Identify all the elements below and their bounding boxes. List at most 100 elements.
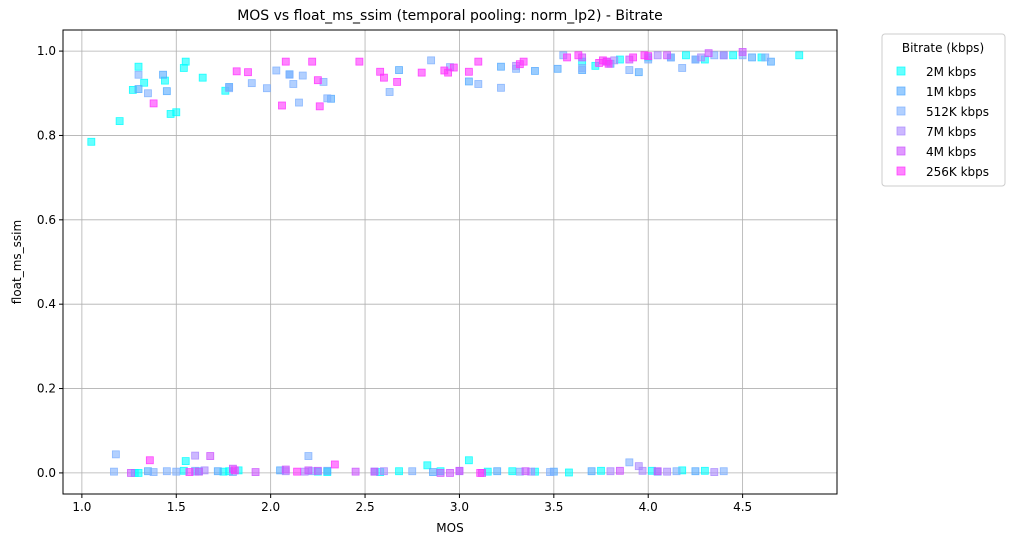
- data-point: [446, 469, 454, 477]
- data-point: [625, 458, 634, 467]
- data-point: [653, 51, 662, 60]
- data-point: [185, 468, 194, 476]
- series-2: [110, 51, 770, 476]
- legend-label: 512K kbps: [926, 105, 989, 119]
- x-tick-label: 3.0: [450, 500, 469, 514]
- data-point: [251, 468, 260, 476]
- y-tick-label: 0.2: [37, 382, 56, 396]
- data-point: [519, 57, 528, 66]
- y-axis-label: float_ms_ssim: [10, 220, 24, 304]
- legend-box: [881, 33, 1006, 187]
- data-point: [464, 456, 473, 465]
- y-tick-label: 1.0: [37, 44, 56, 58]
- data-point: [587, 467, 596, 476]
- data-point: [140, 78, 149, 87]
- data-point: [323, 466, 332, 475]
- y-tick-label: 0.8: [37, 128, 56, 142]
- plot-frame: [62, 29, 838, 495]
- data-point: [385, 88, 394, 96]
- data-point: [761, 53, 770, 62]
- data-point: [455, 466, 464, 475]
- grid: [63, 30, 837, 494]
- data-point: [281, 465, 290, 474]
- legend-label: 1M kbps: [926, 85, 976, 99]
- x-tick-label: 4.0: [639, 500, 658, 514]
- data-point: [134, 85, 143, 93]
- data-point: [313, 76, 322, 85]
- data-point: [436, 469, 445, 477]
- legend-label: 7M kbps: [926, 125, 976, 139]
- series-4: [127, 48, 747, 477]
- data-point: [606, 467, 615, 476]
- data-point: [149, 99, 158, 108]
- data-point: [355, 57, 364, 66]
- data-point: [682, 51, 690, 60]
- data-point: [191, 451, 200, 460]
- data-point: [644, 52, 653, 61]
- data-point: [195, 467, 203, 476]
- data-point: [497, 83, 505, 92]
- legend-marker: [896, 126, 906, 136]
- data-point: [289, 80, 298, 88]
- data-point: [493, 467, 502, 476]
- data-point: [313, 466, 322, 475]
- data-point: [429, 468, 437, 476]
- data-point: [672, 467, 681, 476]
- data-point: [144, 89, 152, 98]
- data-point: [162, 467, 171, 476]
- legend-marker: [896, 86, 906, 96]
- data-point: [597, 466, 605, 475]
- data-point: [206, 452, 215, 460]
- legend-marker: [896, 66, 906, 76]
- data-point: [521, 467, 530, 476]
- data-point: [427, 56, 436, 65]
- data-point: [604, 59, 613, 68]
- y-tick-label: 0.4: [37, 297, 56, 311]
- data-point: [281, 57, 290, 66]
- data-point: [198, 73, 207, 82]
- data-point: [691, 467, 700, 476]
- data-point: [663, 51, 671, 60]
- axis-ticks: 1.0 1.5 2.0 2.5 3.0 3.5 4.0 4.5 0.0 0.2 0.4 0.6 0.8 1…: [37, 44, 752, 514]
- data-point: [474, 80, 483, 88]
- data-point: [719, 467, 728, 476]
- data-point: [508, 467, 517, 476]
- series-1: [134, 51, 775, 476]
- data-point: [315, 102, 324, 111]
- y-tick-label: 0.6: [37, 213, 56, 227]
- data-point: [162, 87, 171, 96]
- chart-title: MOS vs float_ms_ssim (temporal pooling: …: [237, 8, 663, 24]
- data-point: [795, 51, 804, 60]
- data-point: [380, 467, 388, 476]
- legend-label: 4M kbps: [926, 145, 976, 159]
- data-point: [767, 57, 775, 66]
- data-point: [738, 48, 747, 56]
- data-point: [700, 466, 709, 475]
- data-point: [719, 51, 728, 60]
- data-point: [308, 57, 317, 66]
- data-point: [330, 460, 339, 469]
- data-point: [531, 67, 539, 75]
- data-point: [149, 468, 158, 476]
- data-point: [272, 66, 281, 75]
- legend-marker: [896, 146, 906, 156]
- x-tick-label: 2.0: [261, 500, 280, 514]
- data-point: [298, 71, 307, 80]
- data-point: [351, 467, 360, 476]
- data-point: [232, 67, 241, 76]
- data-point: [304, 452, 313, 460]
- series-5: [145, 51, 653, 477]
- x-tick-label: 1.5: [167, 500, 186, 514]
- data-point: [625, 66, 634, 74]
- data-point: [181, 57, 190, 66]
- data-point: [225, 84, 234, 93]
- data-point: [408, 467, 417, 476]
- data-point: [474, 57, 483, 66]
- x-tick-label: 1.0: [72, 500, 91, 514]
- data-point: [111, 450, 120, 459]
- data-point: [638, 466, 647, 475]
- data-point: [748, 53, 756, 62]
- data-point: [476, 469, 485, 477]
- data-point: [423, 461, 432, 470]
